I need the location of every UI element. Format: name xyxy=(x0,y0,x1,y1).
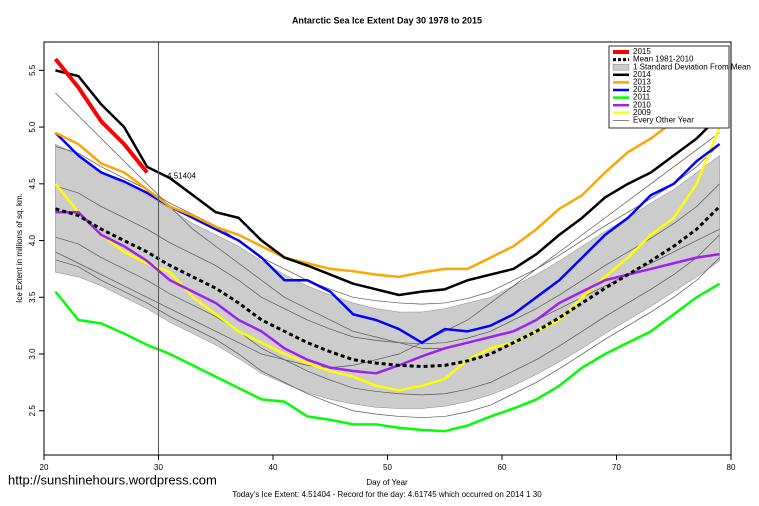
x-tick-label: 50 xyxy=(383,463,392,472)
x-tick-label: 80 xyxy=(727,463,736,472)
x-axis-label: Day of Year xyxy=(366,478,408,487)
y-tick-label: 3.0 xyxy=(28,348,37,360)
series-line xyxy=(55,210,720,375)
footer: Today's Ice Extent: 4.51404 - Record for… xyxy=(232,490,542,499)
y-tick-label: 5.0 xyxy=(28,121,37,133)
other-year-line xyxy=(55,257,720,418)
chart-title: Antarctic Sea Ice Extent Day 30 1978 to … xyxy=(292,15,482,25)
series-line xyxy=(54,282,721,433)
legend-label: 2013 xyxy=(633,78,651,87)
legend-label: 2014 xyxy=(633,70,651,79)
other-year-line xyxy=(55,183,720,345)
series-line xyxy=(55,205,721,368)
y-tick-label: 3.5 xyxy=(28,291,37,303)
legend-label: 2009 xyxy=(633,108,651,117)
series-line xyxy=(53,57,149,174)
series-line xyxy=(54,126,721,392)
y-tick-label: 4.0 xyxy=(28,234,37,246)
sd-band xyxy=(55,143,720,409)
watermark: http://sunshinehours.wordpress.com xyxy=(8,472,217,487)
other-year-line xyxy=(55,132,720,368)
series-line xyxy=(54,95,720,279)
legend-label: 1 Standard Deviation From Mean xyxy=(633,62,751,71)
y-axis-label: Ice Extent in millions of sq. km. xyxy=(15,193,24,303)
x-tick-label: 60 xyxy=(498,463,507,472)
legend-label: Mean 1981-2010 xyxy=(633,55,694,64)
legend-label: 2011 xyxy=(633,93,651,102)
y-tick-label: 4.5 xyxy=(28,178,37,190)
x-tick-label: 70 xyxy=(612,463,621,472)
x-tick-label: 20 xyxy=(40,463,49,472)
y-tick-label: 5.5 xyxy=(28,64,37,76)
legend-label: 2012 xyxy=(633,85,651,94)
x-tick-label: 40 xyxy=(269,463,278,472)
series-line xyxy=(55,69,721,297)
annotation: 4.51404 xyxy=(167,172,196,181)
other-year-line xyxy=(55,234,720,396)
legend-label: Every Other Year xyxy=(633,116,694,125)
legend-swatch xyxy=(612,63,630,71)
other-year-line xyxy=(55,143,720,305)
x-tick-label: 30 xyxy=(154,463,163,472)
y-tick-label: 2.5 xyxy=(28,405,37,417)
legend-label: 2015 xyxy=(633,47,651,56)
legend-label: 2010 xyxy=(633,100,651,109)
